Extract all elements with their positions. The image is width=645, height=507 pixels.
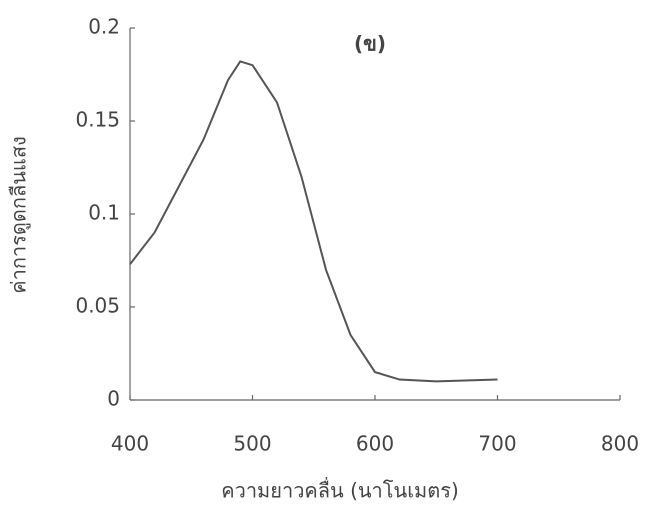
x-tick-label: 400 bbox=[111, 432, 149, 456]
x-axis-label: ความยาวคลื่น (นาโนเมตร) bbox=[221, 477, 459, 503]
y-tick-label: 0.2 bbox=[88, 15, 120, 39]
y-tick-label: 0.1 bbox=[88, 201, 120, 225]
y-axis-label: ค่าการดูดกลืนแสง bbox=[7, 136, 32, 294]
y-tick-label: 0 bbox=[107, 387, 120, 411]
x-tick-label: 800 bbox=[601, 432, 639, 456]
chart: (ข) ความยาวคลื่น (นาโนเมตร) ค่าการดูดกลื… bbox=[0, 0, 645, 507]
y-tick-label: 0.05 bbox=[75, 294, 120, 318]
y-tick-label: 0.15 bbox=[75, 108, 120, 132]
x-tick-label: 700 bbox=[478, 432, 516, 456]
x-tick-label: 600 bbox=[356, 432, 394, 456]
annotation: (ข) bbox=[354, 32, 386, 56]
data-line bbox=[130, 61, 498, 381]
x-tick-label: 500 bbox=[233, 432, 271, 456]
